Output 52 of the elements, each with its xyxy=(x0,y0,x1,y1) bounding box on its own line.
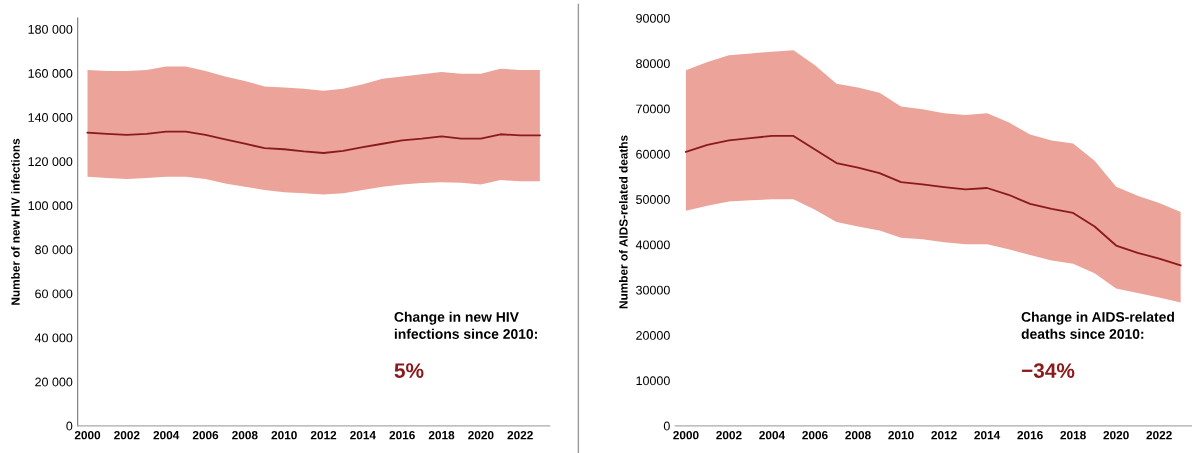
y-tick-label: 60000 xyxy=(636,149,670,159)
x-tick-label: 2002 xyxy=(716,430,742,440)
y-tick-label: 70000 xyxy=(636,104,670,114)
y-tick-label: 30000 xyxy=(636,285,670,295)
x-tick-label: 2016 xyxy=(389,430,415,440)
y-tick-label: 0 xyxy=(663,421,670,431)
y-tick-label: 90000 xyxy=(636,13,670,23)
x-tick-label: 2014 xyxy=(350,430,376,440)
annotation: Change in new HIV infections since 2010: xyxy=(394,311,537,339)
x-tick-label: 2004 xyxy=(759,430,786,440)
y-tick-label: 10000 xyxy=(636,376,670,386)
y-tick-label: 80 000 xyxy=(35,245,73,255)
x-tick-label: 2002 xyxy=(114,430,140,440)
y-tick-label: 160 000 xyxy=(28,69,73,78)
y-tick-label: 140 000 xyxy=(28,113,73,122)
y-tick-label: 50000 xyxy=(636,195,670,204)
x-tick-label: 2010 xyxy=(271,430,297,440)
y-tick-label: 60 000 xyxy=(35,289,73,299)
x-tick-label: 2010 xyxy=(888,430,914,440)
y-axis-title: Number of AIDS-related deaths xyxy=(619,135,628,309)
x-tick-label: 2000 xyxy=(673,430,699,440)
y-tick-label: 120 000 xyxy=(28,157,73,167)
x-tick-label: 2000 xyxy=(74,430,101,440)
line-series xyxy=(685,134,1182,267)
x-tick-label: 2020 xyxy=(468,430,494,440)
line-series xyxy=(86,130,541,154)
x-tick-label: 2018 xyxy=(1060,430,1086,440)
x-tick-label: 2008 xyxy=(232,430,258,440)
x-tick-label: 2018 xyxy=(428,430,455,440)
annotation: −34% xyxy=(1021,363,1075,378)
x-tick-label: 2008 xyxy=(845,430,871,440)
y-tick-label: 80000 xyxy=(636,59,670,69)
x-tick-label: 2004 xyxy=(153,430,180,440)
x-tick-label: 2016 xyxy=(1017,430,1043,440)
annotation: 5% xyxy=(394,363,424,378)
y-tick-label: 20 000 xyxy=(35,377,73,387)
y-tick-label: 40 000 xyxy=(34,333,73,343)
y-axis-title: Number of new HIV infections xyxy=(11,138,20,305)
x-tick-label: 2012 xyxy=(931,430,957,440)
annotation: Change in AIDS-related deaths since 2010: xyxy=(1021,311,1174,339)
y-tick-label: 20000 xyxy=(636,331,670,340)
y-tick-label: 180 000 xyxy=(28,24,73,34)
x-tick-label: 2022 xyxy=(1146,430,1172,440)
x-tick-label: 2006 xyxy=(192,430,219,440)
x-tick-label: 2012 xyxy=(310,430,337,440)
y-tick-label: 100 000 xyxy=(28,201,73,211)
x-tick-label: 2020 xyxy=(1103,430,1129,440)
x-tick-label: 2006 xyxy=(802,430,828,440)
y-tick-label: 40000 xyxy=(635,240,670,250)
x-tick-label: 2022 xyxy=(507,430,533,440)
y-tick-label: 0 xyxy=(66,421,73,431)
x-tick-label: 2014 xyxy=(974,430,1001,440)
